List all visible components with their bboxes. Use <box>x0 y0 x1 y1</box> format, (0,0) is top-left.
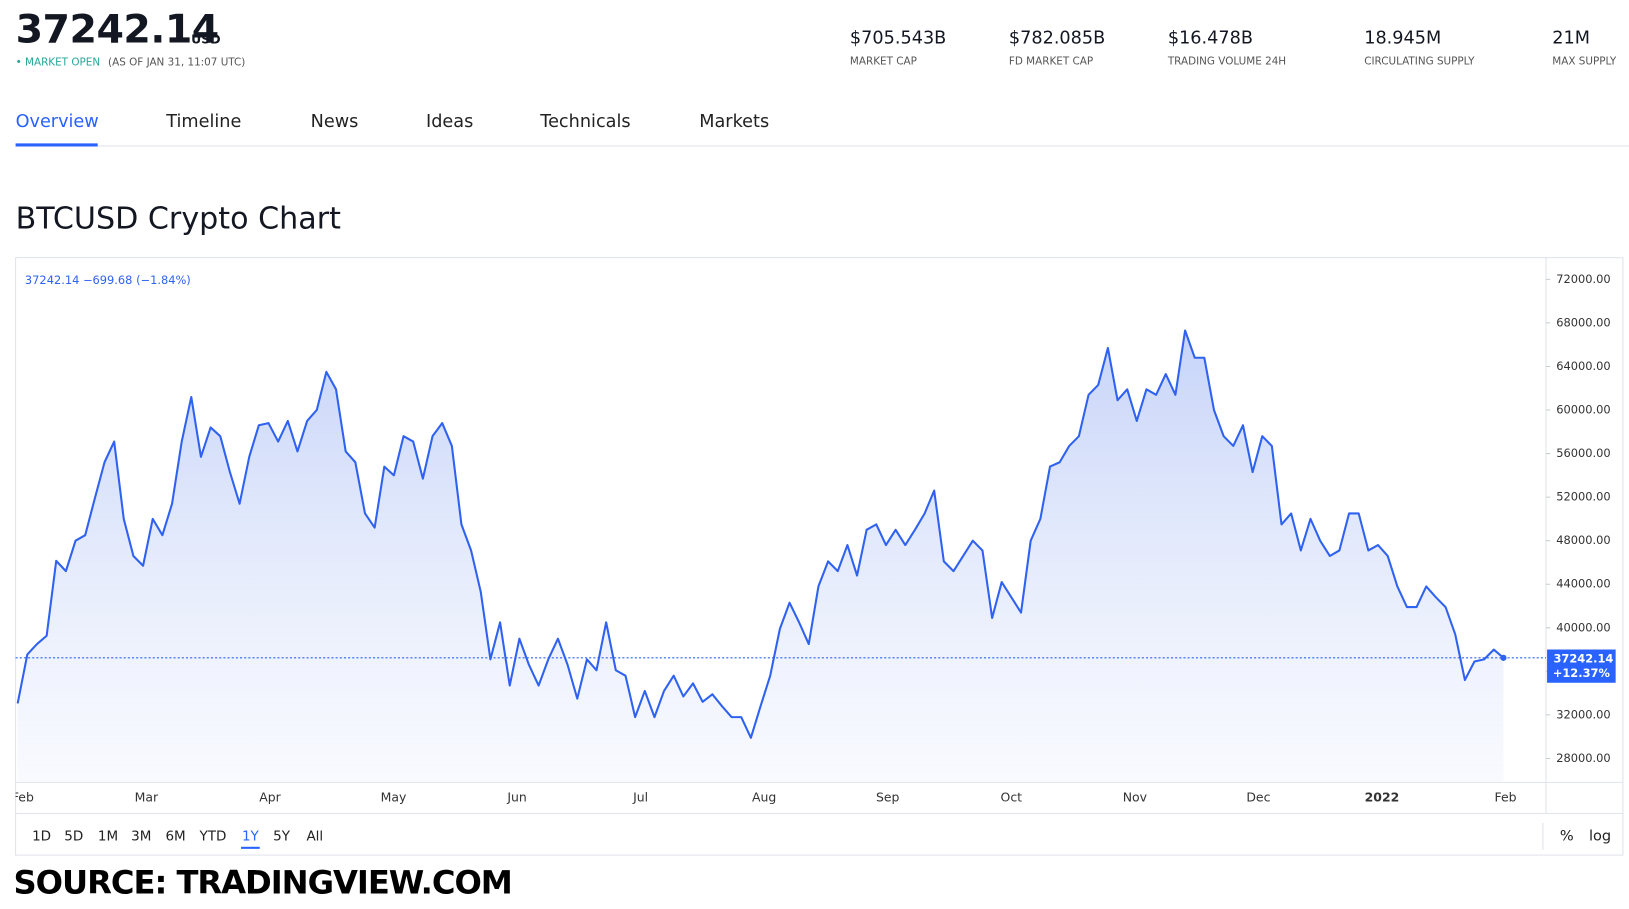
y-tick-label: 44000.00 <box>1556 577 1610 591</box>
price: 37242.14 <box>15 6 220 52</box>
y-tick-label: 28000.00 <box>1556 751 1610 765</box>
divider <box>15 145 1629 147</box>
x-tick-label: Sep <box>876 789 900 804</box>
stat-label: TRADING VOLUME 24H <box>1167 56 1287 68</box>
x-tick-label: Oct <box>1001 789 1023 804</box>
tab[interactable]: Technicals <box>540 111 631 132</box>
stat-value: $16.478B <box>1167 28 1254 49</box>
range-button[interactable]: 5Y <box>273 828 291 844</box>
chart-frame <box>15 257 1624 856</box>
x-tick-label: May <box>381 789 407 804</box>
x-tick-label: Apr <box>259 789 281 804</box>
legend: 37242.14 −699.68 (−1.84%) <box>25 273 191 287</box>
tab[interactable]: Timeline <box>166 111 242 132</box>
price-line <box>16 329 1505 739</box>
tab-underline <box>15 143 98 147</box>
y-tick-label: 72000.00 <box>1556 272 1610 286</box>
range-underline <box>241 846 260 849</box>
y-tick-label: 32000.00 <box>1556 707 1610 721</box>
scale-option[interactable]: log <box>1589 828 1611 844</box>
y-tick-label: 40000.00 <box>1556 620 1610 634</box>
y-tick-label: 48000.00 <box>1556 533 1610 547</box>
range-button[interactable]: 1D <box>32 828 51 844</box>
stat-value: 18.945M <box>1364 28 1442 49</box>
range-button[interactable]: 5D <box>64 828 83 844</box>
last-point <box>1500 654 1507 661</box>
stat-label: MARKET CAP <box>849 56 917 68</box>
x-tick-label: Dec <box>1246 789 1270 804</box>
x-tick-label: Jul <box>632 789 648 804</box>
range-button[interactable]: 1M <box>98 828 118 844</box>
stat-label: CIRCULATING SUPPLY <box>1364 56 1475 68</box>
tab[interactable]: Ideas <box>425 111 474 132</box>
x-tick-label: Nov <box>1123 789 1147 804</box>
scale-option[interactable]: % <box>1560 828 1574 844</box>
area-fill <box>17 330 1504 782</box>
stat-value: 21M <box>1552 28 1590 49</box>
range-button[interactable]: YTD <box>199 828 227 844</box>
as-of: (AS OF JAN 31, 11:07 UTC) <box>108 57 246 69</box>
range-button[interactable]: 3M <box>131 828 151 844</box>
tab[interactable]: News <box>310 111 359 132</box>
x-tick-label: Aug <box>752 789 776 804</box>
range-button[interactable]: 1Y <box>242 828 260 844</box>
y-tick-label: 56000.00 <box>1556 446 1610 460</box>
tab[interactable]: Markets <box>699 111 770 132</box>
y-tick-label: 52000.00 <box>1556 490 1610 504</box>
x-tick-label: Mar <box>135 789 159 804</box>
tab[interactable]: Overview <box>15 111 99 132</box>
range-button[interactable]: 6M <box>165 828 185 844</box>
price-tag-change: +12.37% <box>1553 666 1611 680</box>
x-tick-label: Jun <box>506 789 526 804</box>
x-tick-label: 2022 <box>1365 789 1400 804</box>
stat-label: MAX SUPPLY <box>1552 56 1617 68</box>
source: SOURCE: TRADINGVIEW.COM <box>13 864 513 902</box>
stat-label: FD MARKET CAP <box>1008 56 1094 68</box>
price-tag-price: 37242.14 <box>1553 651 1613 665</box>
x-tick-label: Feb <box>1494 789 1516 804</box>
price-tag <box>1547 649 1616 683</box>
range-button[interactable]: All <box>306 828 323 844</box>
stat-value: $782.085B <box>1008 28 1106 49</box>
x-tick-label: Feb <box>12 789 34 804</box>
currency: USD <box>191 32 221 47</box>
market-status: • MARKET OPEN <box>15 57 101 69</box>
y-tick-label: 68000.00 <box>1556 315 1610 329</box>
y-tick-label: 60000.00 <box>1556 403 1610 417</box>
status-text: MARKET OPEN <box>25 57 101 69</box>
stat-value: $705.543B <box>849 28 947 49</box>
section-title: BTCUSD Crypto Chart <box>15 200 341 236</box>
y-tick-label: 64000.00 <box>1556 359 1610 373</box>
